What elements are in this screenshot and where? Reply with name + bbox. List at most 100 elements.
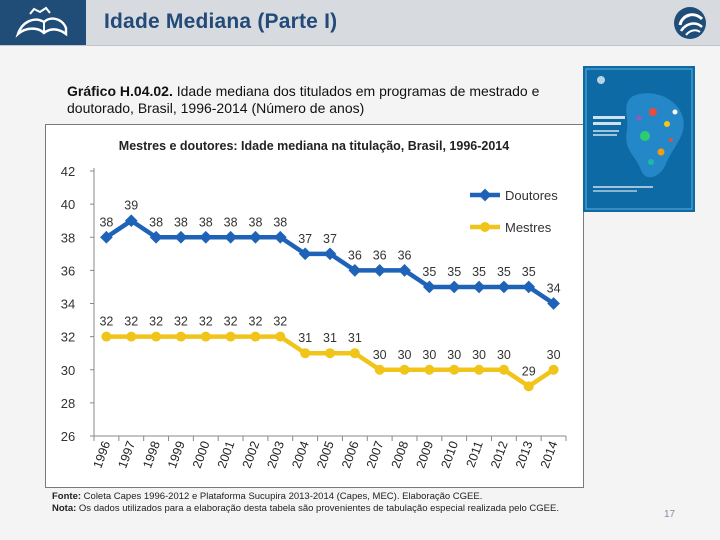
data-label: 38 — [199, 215, 213, 229]
data-label: 32 — [174, 315, 188, 329]
data-point-doutores — [100, 230, 113, 244]
data-point-mestres — [275, 331, 286, 342]
slide-header: Idade Mediana (Parte I) — [0, 0, 720, 46]
data-point-doutores — [273, 230, 287, 244]
data-point-doutores — [447, 280, 461, 294]
data-label: 32 — [249, 315, 263, 329]
data-point-mestres — [349, 348, 360, 359]
data-point-mestres — [126, 331, 137, 342]
data-label: 35 — [497, 265, 511, 279]
data-label: 30 — [398, 348, 412, 362]
x-tick-label: 1999 — [165, 439, 188, 470]
x-tick-label: 2008 — [389, 439, 412, 470]
x-tick-label: 2005 — [314, 439, 337, 470]
data-label: 38 — [249, 215, 263, 229]
data-label: 35 — [447, 265, 461, 279]
data-point-doutores — [373, 264, 387, 277]
data-label: 32 — [199, 315, 213, 329]
data-label: 32 — [149, 315, 163, 329]
data-label: 31 — [298, 331, 312, 345]
data-label: 30 — [497, 348, 511, 362]
caption-label: Gráfico H.04.02. — [67, 83, 173, 99]
caption-text: Idade mediana dos titulados em programas… — [67, 83, 540, 116]
data-label: 31 — [323, 331, 337, 345]
data-point-mestres — [225, 331, 236, 342]
source-line: Fonte: Coleta Capes 1996-2012 e Platafor… — [52, 491, 559, 503]
x-tick-label: 2001 — [215, 439, 238, 470]
data-label: 32 — [273, 315, 287, 329]
legend-marker — [478, 188, 492, 202]
data-point-doutores — [249, 230, 262, 244]
data-point-doutores — [323, 247, 337, 261]
capes-logo — [0, 0, 86, 45]
data-label: 30 — [472, 348, 486, 362]
data-point-mestres — [523, 381, 534, 392]
data-point-doutores — [298, 247, 312, 261]
data-label: 30 — [547, 348, 561, 362]
data-label: 31 — [348, 331, 362, 345]
x-tick-label: 2011 — [464, 439, 486, 469]
x-tick-label: 2004 — [289, 439, 312, 470]
data-label: 38 — [224, 215, 238, 229]
x-tick-label: 1996 — [91, 439, 114, 470]
x-tick-label: 2000 — [190, 439, 213, 470]
legend-marker — [480, 222, 490, 232]
legend-label-mestres: Mestres — [505, 220, 552, 235]
x-tick-label: 2014 — [538, 439, 561, 470]
source-label: Fonte: — [52, 491, 82, 502]
slide-title: Idade Mediana (Parte I) — [104, 10, 338, 33]
data-point-doutores — [472, 280, 486, 294]
data-point-mestres — [498, 364, 509, 375]
page-number: 17 — [664, 509, 676, 520]
data-label: 39 — [124, 199, 138, 213]
y-tick-label: 26 — [61, 429, 75, 444]
data-label: 30 — [373, 348, 387, 362]
x-tick-label: 2013 — [513, 439, 536, 470]
x-tick-label: 2002 — [240, 439, 263, 470]
data-point-mestres — [374, 364, 385, 375]
source-notes: Fonte: Coleta Capes 1996-2012 e Platafor… — [52, 491, 559, 515]
data-point-doutores — [174, 230, 188, 244]
data-point-mestres — [250, 331, 261, 342]
x-tick-label: 2006 — [339, 439, 362, 470]
data-point-doutores — [547, 297, 560, 310]
data-point-doutores — [149, 230, 163, 244]
y-tick-label: 34 — [61, 297, 75, 312]
data-label: 35 — [422, 265, 436, 279]
x-tick-label: 2009 — [414, 439, 437, 470]
data-point-mestres — [300, 348, 311, 359]
data-label: 38 — [273, 215, 287, 229]
data-label: 32 — [224, 315, 238, 329]
data-point-mestres — [424, 364, 435, 375]
x-tick-label: 2003 — [264, 439, 287, 470]
data-point-mestres — [151, 331, 162, 342]
data-label: 36 — [348, 248, 362, 262]
data-label: 37 — [298, 232, 312, 246]
data-label: 36 — [398, 248, 412, 262]
note-label: Nota: — [52, 503, 77, 514]
chart-title: Mestres e doutores: Idade mediana na tit… — [119, 139, 509, 153]
data-point-doutores — [423, 280, 436, 294]
y-tick-label: 38 — [61, 230, 75, 245]
y-tick-label: 40 — [61, 197, 75, 212]
data-point-mestres — [175, 331, 186, 342]
data-label: 29 — [522, 364, 536, 378]
data-label: 38 — [99, 215, 113, 229]
data-point-mestres — [474, 364, 485, 375]
x-tick-label: 1997 — [115, 439, 138, 470]
x-tick-label: 2012 — [488, 439, 511, 470]
data-point-mestres — [325, 348, 335, 359]
x-tick-label: 2010 — [438, 439, 461, 470]
data-point-mestres — [548, 364, 559, 375]
source-text: Coleta Capes 1996-2012 e Plataforma Sucu… — [83, 491, 483, 502]
data-label: 32 — [124, 315, 138, 329]
data-point-doutores — [199, 230, 213, 244]
data-label: 35 — [472, 265, 486, 279]
y-tick-label: 42 — [61, 164, 75, 179]
data-point-mestres — [449, 364, 460, 375]
data-point-doutores — [348, 264, 362, 277]
x-tick-label: 2007 — [364, 439, 387, 470]
report-cover-image — [583, 66, 695, 212]
data-point-doutores — [398, 264, 411, 277]
data-label: 35 — [522, 265, 536, 279]
